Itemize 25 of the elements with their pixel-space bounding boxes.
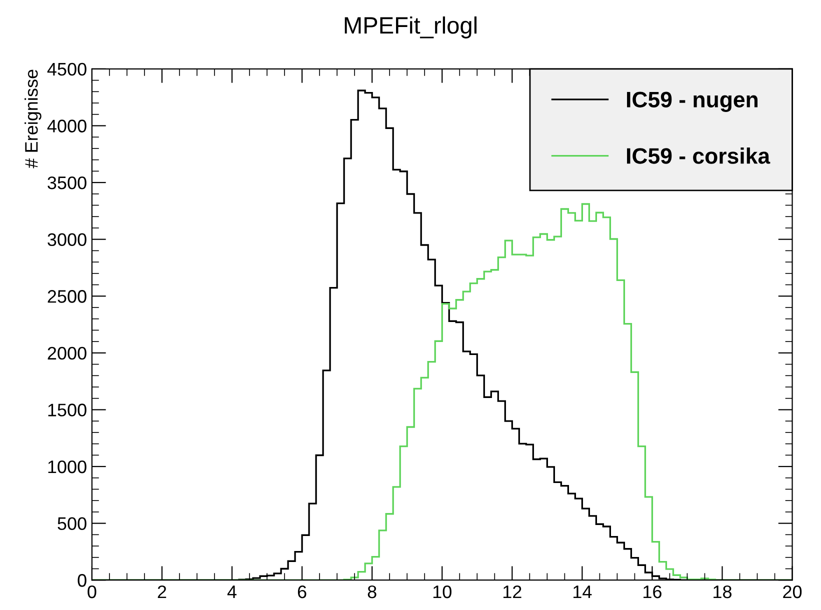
y-tick-label: 3000: [48, 233, 86, 246]
chart-title: MPEFit_rlogl: [344, 16, 476, 38]
y-tick-label: 1500: [48, 404, 86, 416]
x-tick-label: 20: [783, 585, 802, 598]
y-tick-label: 2000: [48, 346, 86, 360]
x-tick-label: 12: [503, 585, 522, 598]
y-tick-label: 1000: [48, 460, 86, 474]
x-tick-label: 2: [158, 585, 166, 598]
legend-label: IC59 - nugen: [627, 92, 758, 112]
y-tick-label: 0: [78, 574, 86, 587]
y-tick-label: 4500: [47, 62, 86, 76]
y-tick-label: 4000: [47, 120, 86, 132]
x-tick-label: 4: [227, 586, 237, 598]
x-tick-label: 16: [644, 585, 662, 598]
x-tick-label: 6: [298, 585, 306, 598]
x-tick-label: 18: [714, 585, 732, 598]
x-tick-label: 14: [574, 586, 592, 598]
y-tick-label: 3500: [48, 176, 86, 190]
x-tick-label: 0: [88, 585, 96, 598]
y-tick-label: 500: [58, 517, 86, 530]
x-tick-label: 8: [368, 585, 376, 598]
y-axis-title: # Ereignisse: [24, 70, 42, 168]
y-tick-label: 2500: [48, 290, 86, 303]
x-tick-label: 10: [433, 585, 452, 598]
legend-label: IC59 - corsika: [627, 148, 770, 164]
